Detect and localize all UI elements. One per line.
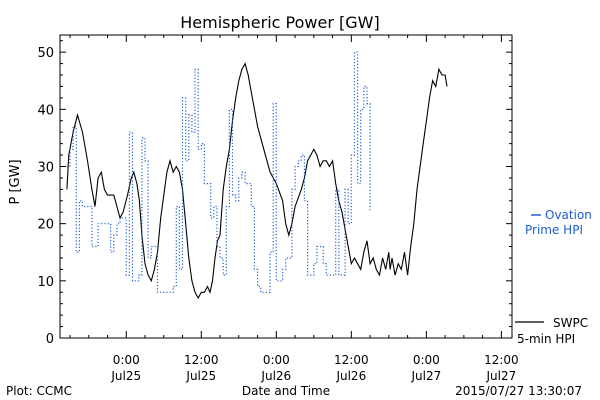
x-tick-date: Jul25	[110, 369, 141, 383]
y-tick-label: 40	[37, 103, 54, 118]
timestamp: 2015/07/27 13:30:07	[455, 384, 582, 398]
x-axis-label: Date and Time	[242, 384, 330, 398]
legend-ovation-label-1: Ovation	[545, 208, 592, 222]
legend-swpc-label-1: SWPC	[553, 316, 588, 330]
x-tick-time: 12:00	[334, 353, 369, 367]
legend-ovation-label-2: Prime HPI	[525, 223, 583, 237]
chart-title: Hemispheric Power [GW]	[180, 13, 379, 32]
x-tick-time: 12:00	[184, 353, 219, 367]
x-tick-time: 0:00	[413, 353, 440, 367]
x-tick-time: 0:00	[113, 353, 140, 367]
y-axis-label: P [GW]	[8, 159, 23, 204]
y-tick-label: 30	[37, 160, 54, 175]
x-tick-date: Jul26	[335, 369, 366, 383]
swpc-line	[66, 62, 448, 300]
plot-credit: Plot: CCMC	[6, 384, 72, 398]
legend-swpc-label-2: 5-min HPI	[517, 332, 575, 346]
ovation-prime-line	[66, 51, 371, 293]
x-tick-time: 12:00	[484, 353, 519, 367]
axis-layer: 0 10 20 30 40 50 0:00 Jul25 12:00 Jul25 0:00 Jul26 1…	[37, 34, 519, 383]
x-tick-date: Jul27	[410, 369, 441, 383]
x-tick-date: Jul25	[185, 369, 216, 383]
x-tick-date: Jul27	[485, 369, 516, 383]
x-tick-date: Jul26	[260, 369, 291, 383]
plot-frame	[59, 34, 513, 339]
y-tick-label: 50	[37, 46, 54, 61]
y-tick-label: 20	[37, 218, 54, 233]
y-tick-label: 10	[37, 275, 54, 290]
x-tick-time: 0:00	[263, 353, 290, 367]
y-tick-label: 0	[46, 332, 54, 347]
series-layer	[66, 51, 448, 300]
